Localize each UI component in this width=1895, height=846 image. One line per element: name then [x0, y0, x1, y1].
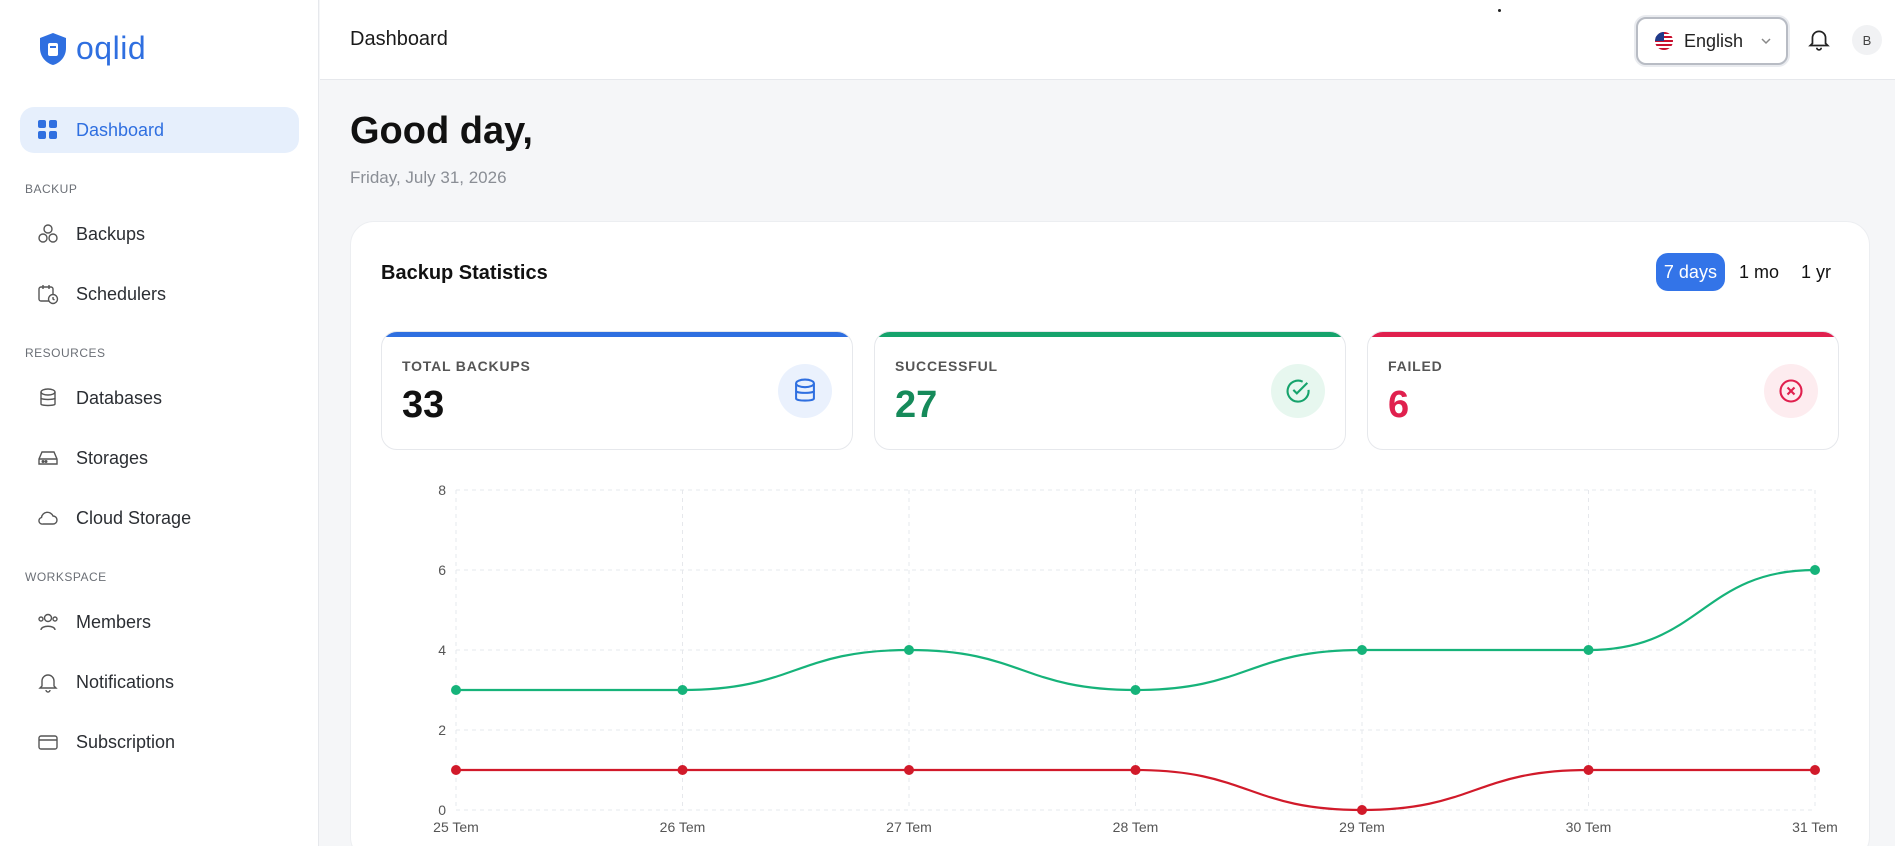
check-circle-icon [1271, 364, 1325, 418]
section-title-resources: RESOURCES [25, 346, 106, 360]
y-tick-label: 0 [438, 802, 446, 818]
sidebar-item-databases[interactable]: Databases [20, 375, 299, 421]
cloud-icon [36, 506, 60, 530]
logo[interactable]: oqlid [38, 30, 146, 67]
sidebar-item-label: Schedulers [76, 283, 167, 304]
sidebar-item-label: Databases [76, 387, 163, 408]
stat-value: 27 [895, 384, 938, 426]
top-header: Dashboard English B [320, 0, 1895, 80]
data-point [451, 765, 461, 775]
data-point [904, 645, 914, 655]
chevron-down-icon [1761, 38, 1771, 45]
section-title-backup: BACKUP [25, 182, 78, 196]
x-tick-label: 27 Tem [886, 819, 932, 835]
data-point [1810, 765, 1820, 775]
greeting-heading: Good day, [350, 110, 533, 152]
sidebar-item-label: Notifications [76, 671, 175, 692]
stat-accent-bar [1368, 332, 1838, 337]
language-selector[interactable]: English [1636, 17, 1788, 65]
x-tick-label: 31 Tem [1792, 819, 1838, 835]
y-tick-label: 8 [438, 482, 446, 498]
data-point [904, 765, 914, 775]
current-date: Friday, July 31, 2026 [350, 168, 507, 187]
sidebar-item-dashboard[interactable]: Dashboard [20, 107, 299, 153]
data-point [1810, 565, 1820, 575]
sidebar-item-label: Subscription [76, 731, 176, 752]
card-title: Backup Statistics [381, 262, 548, 284]
notifications-bell-button[interactable] [1807, 27, 1833, 53]
sidebar-item-label: Backups [76, 223, 146, 244]
data-point [451, 685, 461, 695]
section-title-workspace: WORKSPACE [25, 570, 107, 584]
boxes-icon [36, 222, 60, 246]
us-flag-icon [1655, 32, 1673, 50]
sidebar-item-schedulers[interactable]: Schedulers [20, 271, 299, 317]
language-label: English [1684, 30, 1744, 51]
dashboard-grid-icon [36, 118, 60, 142]
bell-icon [36, 670, 60, 694]
x-circle-icon [1764, 364, 1818, 418]
backup-statistics-card: Backup Statistics 7 days 1 mo 1 yr TOTAL… [350, 221, 1870, 846]
sidebar-item-backups[interactable]: Backups [20, 211, 299, 257]
data-point [1130, 765, 1141, 775]
x-tick-label: 28 Tem [1113, 819, 1159, 835]
sidebar: oqlid Dashboard BACKUP Backups Scheduler… [0, 0, 319, 846]
stray-dot [1498, 9, 1501, 12]
y-tick-label: 6 [438, 562, 446, 578]
sidebar-item-label: Cloud Storage [76, 507, 192, 528]
data-point [677, 685, 688, 695]
data-point [1583, 765, 1594, 775]
range-1-year-button[interactable]: 1 yr [1800, 261, 1831, 282]
avatar[interactable]: B [1852, 25, 1882, 55]
y-tick-label: 2 [438, 722, 446, 738]
stat-label: SUCCESSFUL [895, 358, 998, 374]
stat-value: 6 [1388, 384, 1410, 426]
stat-label: TOTAL BACKUPS [402, 358, 531, 374]
sidebar-item-label: Dashboard [76, 119, 165, 140]
credit-card-icon [36, 730, 60, 754]
data-point [1357, 645, 1367, 655]
bell-icon [1808, 30, 1830, 51]
sidebar-item-label: Members [76, 611, 152, 632]
sidebar-item-cloud-storage[interactable]: Cloud Storage [20, 495, 299, 541]
page-title: Dashboard [350, 28, 448, 50]
stat-card-total-backups: TOTAL BACKUPS 33 [381, 331, 853, 450]
stat-value: 33 [402, 384, 445, 426]
stat-accent-bar [382, 332, 852, 337]
data-point [1130, 685, 1141, 695]
range-1-month-button[interactable]: 1 mo [1738, 261, 1779, 282]
x-tick-label: 26 Tem [660, 819, 706, 835]
stat-label: FAILED [1388, 358, 1443, 374]
sidebar-item-label: Storages [76, 447, 149, 468]
calendar-clock-icon [36, 282, 60, 306]
database-icon [36, 386, 60, 410]
sidebar-item-subscription[interactable]: Subscription [20, 719, 299, 765]
database-icon [778, 364, 832, 418]
data-point [1357, 805, 1367, 815]
x-tick-label: 30 Tem [1566, 819, 1612, 835]
stat-card-successful: SUCCESSFUL 27 [874, 331, 1346, 450]
range-7-days-button[interactable]: 7 days [1655, 253, 1725, 291]
x-tick-label: 29 Tem [1339, 819, 1385, 835]
data-point [1583, 645, 1594, 655]
data-point [677, 765, 688, 775]
sidebar-item-members[interactable]: Members [20, 599, 299, 645]
y-tick-label: 4 [438, 642, 446, 658]
stat-accent-bar [875, 332, 1345, 337]
sidebar-item-notifications[interactable]: Notifications [20, 659, 299, 705]
logo-text: oqlid [76, 30, 147, 66]
sidebar-item-storages[interactable]: Storages [20, 435, 299, 481]
stat-card-failed: FAILED 6 [1367, 331, 1839, 450]
x-tick-label: 25 Tem [433, 819, 479, 835]
shield-logo-icon [40, 32, 66, 65]
users-icon [36, 610, 60, 634]
range-selector: 7 days 1 mo 1 yr [1655, 253, 1839, 291]
hard-drive-icon [36, 446, 60, 470]
